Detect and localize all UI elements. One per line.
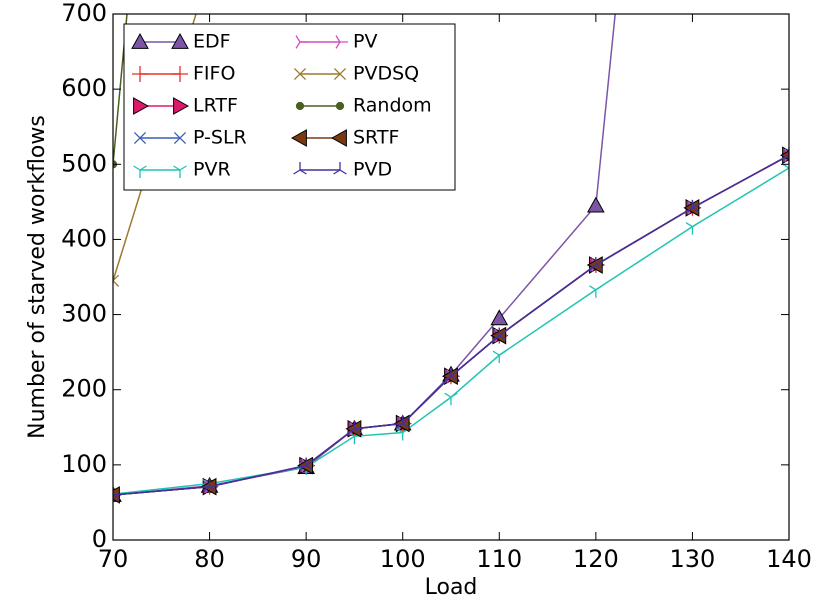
legend-marker [293,67,307,81]
data-point [587,196,605,213]
y-tick-label: 400 [61,224,107,252]
legend-marker [173,97,190,115]
legend-marker [335,101,345,111]
data-point [492,350,507,364]
legend-marker [173,131,187,145]
data-point [492,327,507,341]
y-tick-label: 500 [61,149,107,177]
data-point [490,309,509,326]
legend-label: PVD [353,159,392,181]
data-point [444,392,458,406]
legend-label: LRTF [193,95,238,117]
legend-marker [172,66,188,82]
data-point [347,420,362,434]
y-tick-label: 100 [61,450,107,478]
data-point [444,368,458,381]
data-point [779,150,789,161]
axes-frame [112,13,790,541]
x-tick-label: 120 [573,545,619,573]
y-tick-label: 300 [61,300,107,328]
legend-label: EDF [193,31,231,53]
legend-marker [173,165,187,178]
legend-marker [133,165,147,178]
data-point [782,149,789,162]
data-point [113,274,120,287]
data-point [395,415,410,429]
series-line [113,167,789,495]
legend-marker [330,129,347,147]
legend-marker [131,32,149,49]
y-tick-label: 600 [61,74,107,102]
legend-marker [295,35,308,49]
x-tick-label: 100 [380,545,426,573]
x-tick-label: 90 [291,545,322,573]
legend-marker [171,32,189,49]
plot-area [113,14,789,504]
legend-marker [132,66,148,82]
data-point [782,147,789,160]
legend-marker [333,67,347,81]
legend-marker [293,162,307,175]
data-point [589,256,603,270]
y-axis-label: Number of starved workflows [25,115,50,439]
x-tick-label: 80 [194,545,225,573]
data-point [685,222,700,235]
legend-label: SRTF [353,127,399,149]
data-point [113,486,120,500]
legend-label: PVDSQ [353,63,419,85]
legend-marker [290,129,307,147]
data-point [299,457,313,471]
legend-marker [335,35,348,49]
legend-label: PV [353,31,377,53]
legend-label: P-SLR [193,127,247,149]
y-tick-label: 200 [61,375,107,403]
x-tick-label: 140 [766,545,812,573]
x-tick-label: 130 [670,545,716,573]
x-tick-label: 70 [98,545,129,573]
legend-marker [295,101,305,111]
x-axis-label: Load [425,575,478,600]
legend-marker [133,97,150,115]
legend-marker [133,131,147,145]
legend-label: Random [353,95,432,117]
legend-label: PVR [193,159,231,181]
data-point [589,285,603,298]
x-tick-label: 110 [476,545,522,573]
data-point [202,478,217,492]
legend-label: FIFO [193,63,235,85]
series-line [113,154,789,496]
data-point [685,199,700,213]
y-tick-label: 0 [92,525,107,553]
y-tick-label: 700 [61,0,107,27]
legend-marker [333,162,347,175]
